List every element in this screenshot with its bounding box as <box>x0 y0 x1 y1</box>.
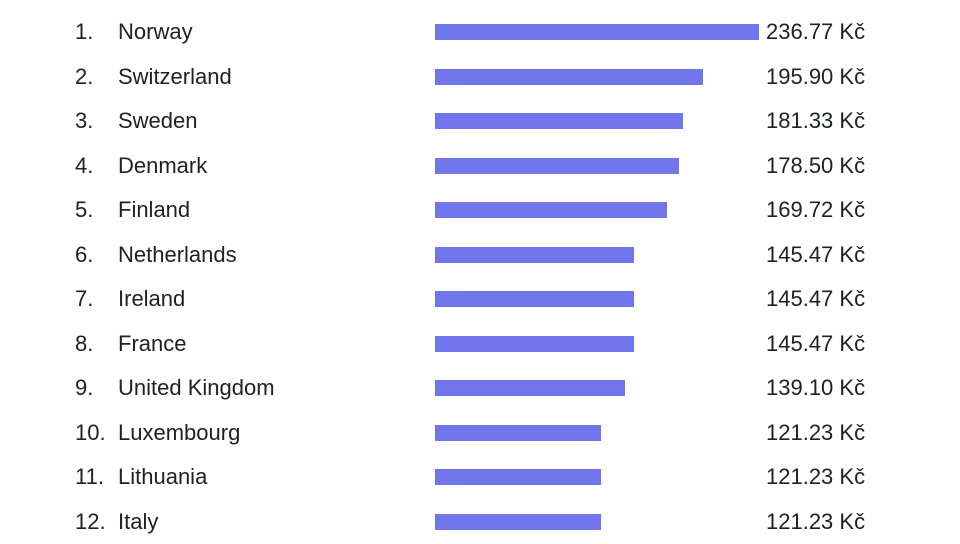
country-row: 8. France 145.47 Kč <box>0 322 960 367</box>
country-label: Norway <box>118 21 435 43</box>
country-label: Denmark <box>118 155 435 177</box>
country-label: Lithuania <box>118 466 435 488</box>
value-label: 169.72 Kč <box>766 199 960 221</box>
value-label: 181.33 Kč <box>766 110 960 132</box>
rank-label: 11. <box>75 466 118 488</box>
bar-track <box>435 24 759 40</box>
rank-label: 1. <box>75 21 118 43</box>
value-bar <box>435 24 759 40</box>
value-bar <box>435 336 634 352</box>
value-label: 121.23 Kč <box>766 511 960 533</box>
value-label: 145.47 Kč <box>766 333 960 355</box>
bar-track <box>435 514 759 530</box>
rank-label: 6. <box>75 244 118 266</box>
country-row: 6. Netherlands 145.47 Kč <box>0 233 960 278</box>
bar-track <box>435 380 759 396</box>
rank-label: 3. <box>75 110 118 132</box>
value-bar <box>435 69 703 85</box>
rank-label: 7. <box>75 288 118 310</box>
value-bar <box>435 202 667 218</box>
bar-track <box>435 425 759 441</box>
country-row: 10. Luxembourg 121.23 Kč <box>0 411 960 456</box>
value-bar <box>435 425 601 441</box>
country-row: 11. Lithuania 121.23 Kč <box>0 455 960 500</box>
country-label: Finland <box>118 199 435 221</box>
bar-track <box>435 113 759 129</box>
country-label: Luxembourg <box>118 422 435 444</box>
value-label: 145.47 Kč <box>766 288 960 310</box>
bar-track <box>435 247 759 263</box>
country-row: 1. Norway 236.77 Kč <box>0 10 960 55</box>
value-bar <box>435 514 601 530</box>
value-bar <box>435 247 634 263</box>
value-bar <box>435 291 634 307</box>
rank-label: 5. <box>75 199 118 221</box>
rank-label: 9. <box>75 377 118 399</box>
value-bar <box>435 380 625 396</box>
country-label: Switzerland <box>118 66 435 88</box>
country-row: 7. Ireland 145.47 Kč <box>0 277 960 322</box>
bar-track <box>435 69 759 85</box>
value-label: 145.47 Kč <box>766 244 960 266</box>
bar-track <box>435 469 759 485</box>
value-label: 139.10 Kč <box>766 377 960 399</box>
value-label: 195.90 Kč <box>766 66 960 88</box>
rank-label: 2. <box>75 66 118 88</box>
country-label: Ireland <box>118 288 435 310</box>
value-label: 178.50 Kč <box>766 155 960 177</box>
rank-label: 4. <box>75 155 118 177</box>
value-bar <box>435 469 601 485</box>
value-bar <box>435 113 683 129</box>
country-label: Netherlands <box>118 244 435 266</box>
bar-track <box>435 291 759 307</box>
rank-label: 10. <box>75 422 118 444</box>
rank-label: 12. <box>75 511 118 533</box>
country-row: 12. Italy 121.23 Kč <box>0 500 960 544</box>
country-row: 9. United Kingdom 139.10 Kč <box>0 366 960 411</box>
value-bar <box>435 158 679 174</box>
value-label: 121.23 Kč <box>766 422 960 444</box>
country-row: 3. Sweden 181.33 Kč <box>0 99 960 144</box>
value-label: 236.77 Kč <box>766 21 960 43</box>
country-label: United Kingdom <box>118 377 435 399</box>
country-label: Sweden <box>118 110 435 132</box>
rank-label: 8. <box>75 333 118 355</box>
country-label: Italy <box>118 511 435 533</box>
country-row: 5. Finland 169.72 Kč <box>0 188 960 233</box>
bar-track <box>435 202 759 218</box>
country-row: 2. Switzerland 195.90 Kč <box>0 55 960 100</box>
country-label: France <box>118 333 435 355</box>
bar-track <box>435 158 759 174</box>
country-row: 4. Denmark 178.50 Kč <box>0 144 960 189</box>
value-label: 121.23 Kč <box>766 466 960 488</box>
bar-track <box>435 336 759 352</box>
